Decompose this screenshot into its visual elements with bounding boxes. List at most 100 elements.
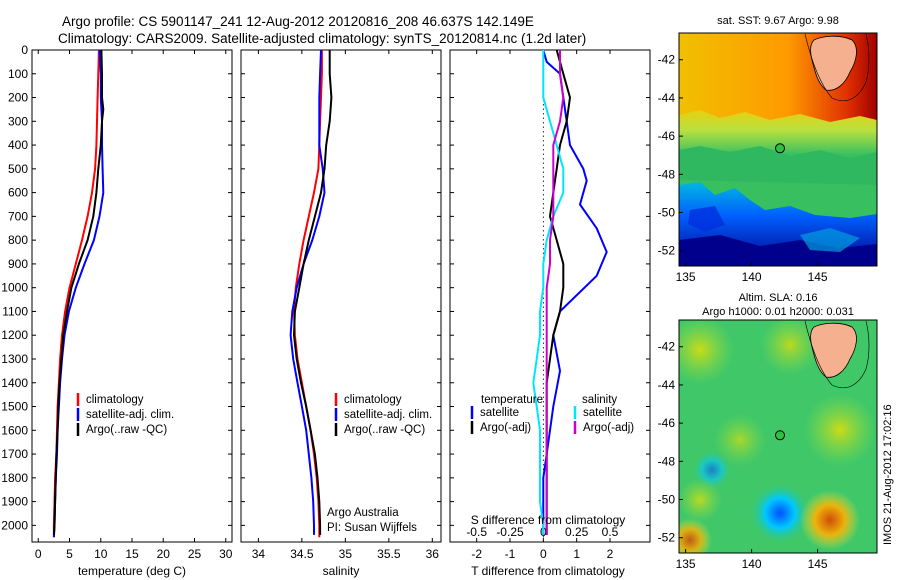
difference-panel: -2 -1 0 1 2 -0.5 -0.25 0 0.25 0.5 T difference f… <box>449 49 651 578</box>
salinity-ticks: 34 34.5 35 35.5 36 <box>241 49 441 561</box>
legend-label-satellite: satellite-adj. clim. <box>344 409 432 421</box>
temperature-lines <box>52 49 105 538</box>
x-tick-label: 1 <box>573 547 580 561</box>
difference-secondary-xlabel: S difference from climatology <box>471 513 626 527</box>
sla-map-panel: Altim. SLA: 0.16 Argo h1000: 0.01 h2000:… <box>658 292 878 571</box>
map-y-tick-label: -44 <box>658 378 676 392</box>
map-y-tick-label: -44 <box>658 91 676 105</box>
y-tick-label: 1200 <box>1 328 28 342</box>
legend-label-argo: Argo(..raw -QC) <box>86 424 167 436</box>
sla-map-title: Altim. SLA: 0.16 <box>739 292 818 304</box>
temperature-xlabel: temperature (deg C) <box>78 564 186 578</box>
difference-xlabel: T difference from climatology <box>471 564 625 578</box>
difference-axes-frame <box>449 49 651 543</box>
x-tick-label: 15 <box>125 547 139 561</box>
temperature-legend: climatology satellite-adj. clim. Argo(..… <box>76 393 174 436</box>
y-tick-label: 900 <box>8 257 28 271</box>
secondary-x-tick-label: 0.5 <box>602 525 619 539</box>
legend-header-temperature: temperature <box>481 394 543 406</box>
secondary-x-tick-label: -0.25 <box>496 525 524 539</box>
legend-label-climatology: climatology <box>86 394 144 406</box>
map-y-tick-label: -52 <box>658 531 676 545</box>
map-y-tick-label: -48 <box>658 454 676 468</box>
map-x-tick-label: 145 <box>808 270 828 284</box>
salinity-legend: climatology satellite-adj. clim. Argo(..… <box>334 393 432 436</box>
series-line-satellite <box>532 50 565 535</box>
y-tick-label: 1400 <box>1 376 28 390</box>
y-tick-label: 1800 <box>1 471 28 485</box>
temperature-ticks: 0 5 10 15 20 25 300100200300400500600700800900… <box>1 43 232 561</box>
x-tick-label: -1 <box>505 547 516 561</box>
argo-location-marker <box>775 430 785 441</box>
difference-legend: temperature salinity satellite Argo(-adj… <box>470 394 634 434</box>
x-tick-label: 35.5 <box>377 547 401 561</box>
legend-label-s-argo: Argo(-adj) <box>583 422 634 434</box>
map-x-tick-label: 135 <box>676 557 696 571</box>
y-tick-label: 0 <box>21 43 28 57</box>
salinity-lines <box>289 49 333 538</box>
salinity-difference-ticks: -0.5 -0.25 0 0.25 0.5 <box>466 525 618 539</box>
x-tick-label: 25 <box>188 547 202 561</box>
x-tick-label: 0 <box>35 547 42 561</box>
y-tick-label: 1500 <box>1 400 28 414</box>
x-tick-label: 34 <box>252 547 266 561</box>
argo-location-marker <box>775 143 785 154</box>
y-tick-label: 1700 <box>1 447 28 461</box>
salinity-xlabel: salinity <box>323 564 360 578</box>
map-y-tick-label: -48 <box>658 167 676 181</box>
series-line-argo-adj- <box>545 50 565 535</box>
legend-label-s-satellite: satellite <box>583 407 622 419</box>
figure-title: Argo profile: CS 5901147_241 12-Aug-2012… <box>62 14 534 29</box>
y-tick-label: 800 <box>8 233 28 247</box>
y-tick-label: 1100 <box>2 304 28 318</box>
legend-label-argo: Argo(..raw -QC) <box>344 424 425 436</box>
series-line-argo-raw-qc- <box>293 50 333 535</box>
secondary-x-tick-label: -0.5 <box>466 525 487 539</box>
sst-map-panel: sat. SST: 9.67 Argo: 9.98 135 140 145 -42 -4… <box>658 15 878 284</box>
x-tick-label: 36 <box>426 547 440 561</box>
sla-field <box>679 320 877 553</box>
y-tick-label: 2000 <box>1 518 28 532</box>
difference-ticks: -2 -1 0 1 2 <box>450 49 650 561</box>
x-tick-label: 2 <box>607 547 614 561</box>
annotation-institution: Argo Australia <box>327 507 399 519</box>
map-y-tick-label: -42 <box>658 340 676 354</box>
series-line-satellite-adj-clim- <box>52 49 105 538</box>
imos-timestamp: IMOS 21-Aug-2012 17:02:16 <box>882 404 894 545</box>
series-line-argo-raw-qc- <box>52 49 105 535</box>
depth-contour <box>804 33 870 102</box>
map-x-tick-label: 140 <box>742 270 762 284</box>
y-tick-label: 1600 <box>1 423 28 437</box>
difference-lines <box>532 49 608 535</box>
figure-subtitle: Climatology: CARS2009. Satellite-adjuste… <box>58 31 586 46</box>
legend-header-salinity: salinity <box>582 394 617 406</box>
y-tick-label: 1000 <box>1 281 28 295</box>
map-x-tick-label: 140 <box>742 557 762 571</box>
y-tick-label: 1300 <box>1 352 28 366</box>
secondary-x-tick-label: 0.25 <box>565 525 589 539</box>
y-tick-label: 300 <box>8 114 28 128</box>
y-tick-label: 600 <box>8 186 28 200</box>
x-tick-label: 0 <box>540 547 547 561</box>
temperature-axes-frame <box>31 49 233 543</box>
x-tick-label: 35 <box>339 547 353 561</box>
series-line-satellite <box>542 49 608 535</box>
map-x-tick-label: 135 <box>676 270 696 284</box>
y-tick-label: 400 <box>8 138 28 152</box>
sla-map-subtitle: Argo h1000: 0.01 h2000: 0.031 <box>702 306 854 318</box>
x-tick-label: 34.5 <box>290 547 314 561</box>
x-tick-label: 30 <box>219 547 233 561</box>
sla-map-ticks: 135 140 145 -42 -44 -46 -48 -50 -52 <box>658 340 828 571</box>
map-y-tick-label: -46 <box>658 129 676 143</box>
annotation-pi: PI: Susan Wijffels <box>327 522 417 534</box>
y-tick-label: 500 <box>8 162 28 176</box>
y-tick-label: 700 <box>8 209 28 223</box>
sst-map-title: sat. SST: 9.67 Argo: 9.98 <box>717 15 839 27</box>
y-tick-label: 1900 <box>1 495 28 509</box>
series-line-climatology <box>52 49 100 538</box>
map-y-tick-label: -50 <box>658 493 676 507</box>
x-tick-label: 5 <box>66 547 73 561</box>
x-tick-label: 10 <box>94 547 108 561</box>
legend-label-t-satellite: satellite <box>480 407 519 419</box>
